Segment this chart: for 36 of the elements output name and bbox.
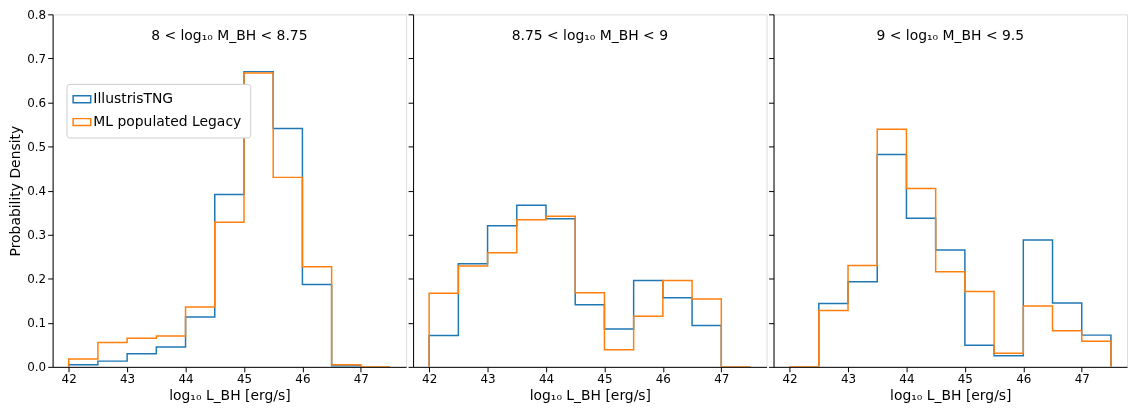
legend-label: ML populated Legacy [93, 113, 242, 130]
x-tick-label: 47 [714, 372, 730, 387]
x-tick-label: 46 [655, 372, 671, 387]
y-tick-label: 0.0 [27, 360, 47, 375]
y-tick-label: 0.8 [27, 7, 47, 22]
y-tick-label: 0.3 [27, 228, 47, 243]
x-axis-title: log₁₀ L_BH [erg/s] [890, 387, 1012, 404]
y-tick-label: 0.2 [27, 272, 47, 287]
x-tick-label: 44 [899, 372, 915, 387]
x-tick-label: 42 [782, 372, 798, 387]
y-tick-label: 0.6 [27, 95, 47, 110]
x-tick-label: 44 [178, 372, 194, 387]
x-tick-label: 43 [480, 372, 496, 387]
x-axis-title: log₁₀ L_BH [erg/s] [529, 387, 652, 404]
x-tick-label: 45 [957, 372, 973, 387]
x-tick-label: 46 [295, 372, 311, 387]
y-tick-label: 0.7 [27, 51, 47, 66]
y-tick-label: 0.5 [27, 140, 47, 154]
x-axis-title: log₁₀ L_BH [erg/s] [169, 387, 291, 404]
x-tick-label: 47 [1074, 372, 1090, 387]
text: 9 < log₁₀ M_BH < 9.5 [876, 27, 1025, 44]
x-tick-label: 46 [1016, 372, 1032, 387]
legend-label: IllustrisTNG [93, 90, 174, 107]
y-tick-label: 0.4 [27, 184, 47, 199]
y-tick-label: 0.1 [27, 316, 47, 331]
x-tick-label: 43 [840, 372, 857, 387]
y-axis-title: Probability Density [7, 125, 24, 257]
x-tick-label: 43 [120, 372, 136, 387]
x-tick-label: 42 [61, 372, 77, 387]
x-tick-label: 42 [422, 372, 438, 387]
text: 8 < log₁₀ M_BH < 8.75 [151, 27, 308, 44]
text: 8.75 < log₁₀ M_BH < 9 [511, 27, 668, 44]
x-tick-label: 44 [538, 372, 555, 387]
x-tick-label: 47 [353, 372, 369, 387]
x-tick-label: 45 [597, 372, 613, 387]
x-tick-label: 45 [236, 372, 253, 387]
